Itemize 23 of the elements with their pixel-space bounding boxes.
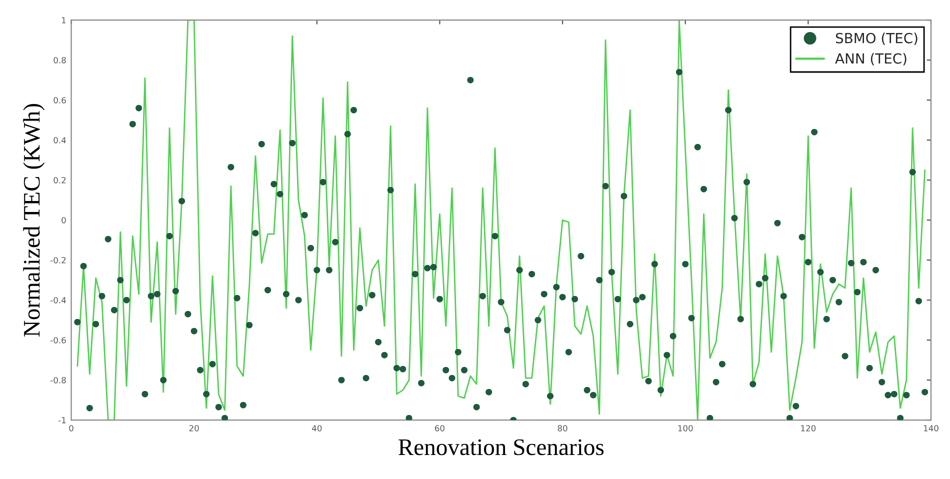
y-tick-label: -0.6 [50,337,66,344]
y-tick-label: -0.8 [50,377,66,384]
y-tick-label: -1 [58,417,66,424]
y-tick-label: -0.2 [50,257,66,264]
x-tick-label: 20 [189,425,199,432]
x-tick-label: 0 [69,425,74,432]
x-tick-label: 100 [678,425,693,432]
y-tick-label: 0 [62,217,66,224]
x-tick-label: 40 [312,425,322,432]
y-tick-label: -0.4 [50,297,66,304]
x-tick-label: 140 [924,425,938,432]
legend-label: SBMO (TEC) [836,32,918,46]
x-tick-label: 120 [801,425,816,432]
x-tick-label: 80 [558,425,568,432]
y-tick-label: 1 [62,17,66,24]
y-axis-title: Normalized TEC (KWh) [23,104,45,337]
legend-label: ANN (TEC) [835,53,906,66]
y-tick-label: 0.6 [54,97,66,104]
y-tick-label: 0.4 [54,137,66,144]
x-tick-label: 60 [434,425,444,432]
y-tick-label: 0.2 [54,177,66,184]
y-tick-label: 0.8 [54,57,66,64]
x-axis-title: Renovation Scenarios [398,439,604,456]
